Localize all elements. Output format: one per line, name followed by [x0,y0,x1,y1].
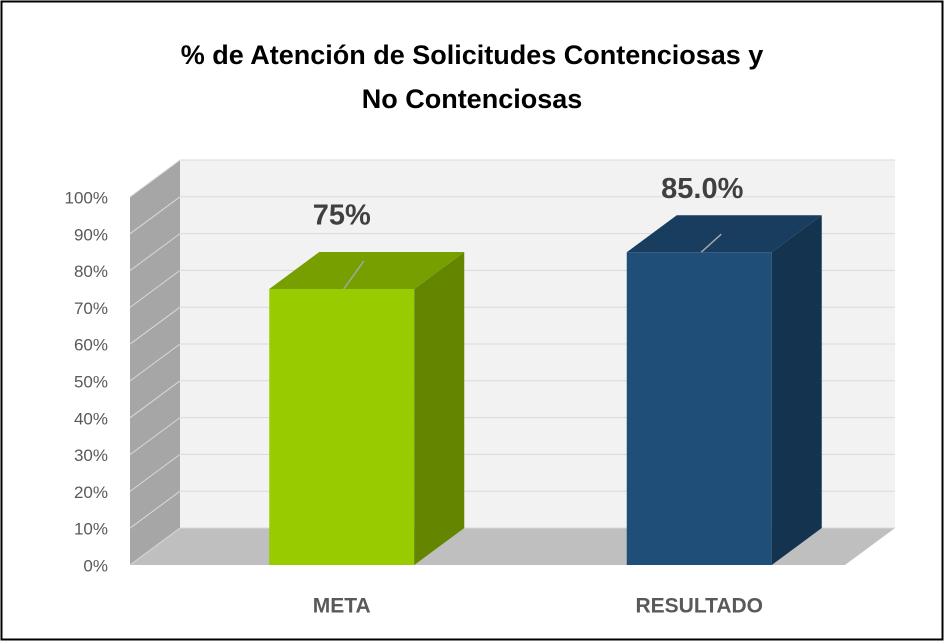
y-tick-label: 0% [83,556,108,575]
bar-side [771,215,822,565]
y-tick-label: 30% [74,446,108,465]
bar-top [269,252,465,289]
y-tick-label: 20% [74,483,108,502]
y-tick-label: 80% [74,262,108,281]
leader-line [700,233,722,253]
bar-front [269,289,415,565]
bar [269,252,465,565]
data-label: 85.0% [661,173,743,205]
y-tick-label: 70% [74,299,108,318]
grid-line [129,417,181,456]
y-tick-label: 50% [74,372,108,391]
grid-line [129,159,181,198]
chart-title: % de Atención de Solicitudes Contenciosa… [181,40,764,70]
bar-side [414,252,465,565]
bar-top [626,215,822,253]
y-tick-label: 40% [74,409,108,428]
chart-title: No Contenciosas [362,84,583,114]
bar [626,215,822,565]
y-tick-label: 60% [74,336,108,355]
data-label: 75% [313,200,371,232]
grid-line [129,269,181,308]
leader-line [343,260,365,290]
y-tick-label: 100% [65,188,108,207]
x-tick-label: META [313,595,371,618]
grid-line [129,490,181,529]
grid-line [129,453,181,492]
x-tick-label: RESULTADO [635,595,763,618]
grid-line [129,380,181,419]
grid-line [129,343,181,382]
y-tick-label: 90% [74,225,108,244]
grid-line [129,196,181,235]
grid-line [129,527,181,566]
grid-line [129,306,181,345]
y-tick-label: 10% [74,520,108,539]
grid-line [129,233,181,272]
bar-front [626,252,772,565]
